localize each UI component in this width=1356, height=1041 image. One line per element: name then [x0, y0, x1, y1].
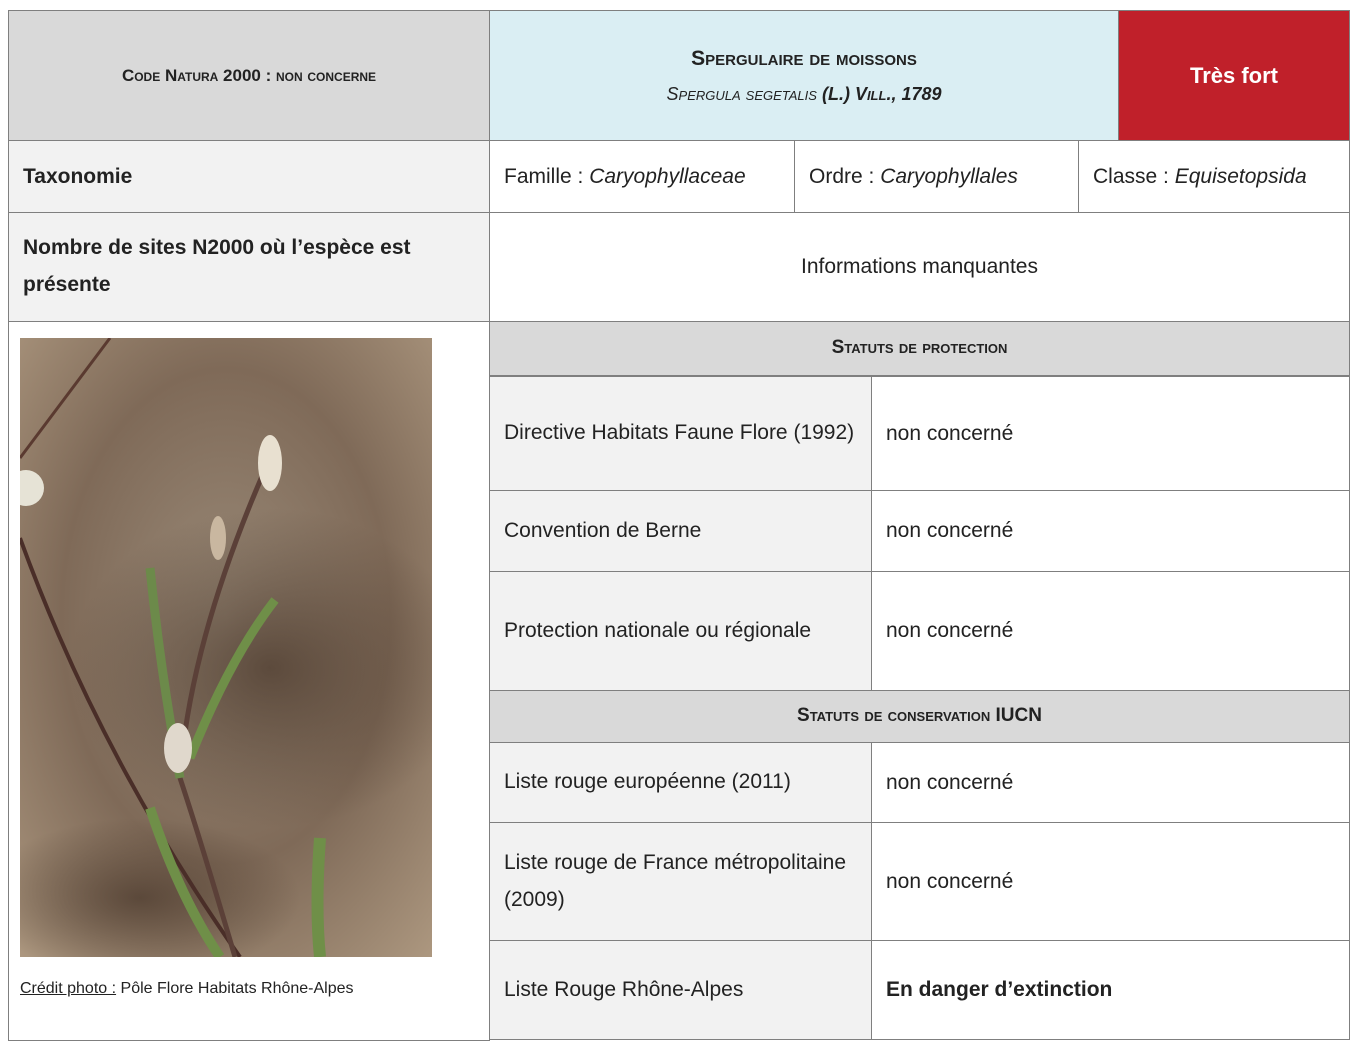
- status-value: non concerné: [871, 376, 1350, 491]
- section-title: Statuts de conservation IUCN: [489, 690, 1350, 743]
- status-label: Directive Habitats Faune Flore (1992): [489, 376, 872, 491]
- code: Code Natura 2000 : non concerne: [121, 65, 377, 85]
- status-value: En danger d’extinction: [871, 940, 1350, 1040]
- label: Ordre :: [809, 164, 875, 188]
- credit: Crédit photo : Pôle Flore Habitats Rhône…: [20, 980, 354, 998]
- scientific-name: Spergula segetalis: [666, 83, 817, 104]
- label: Classe :: [1093, 164, 1169, 188]
- status-value: non concerné: [871, 490, 1350, 572]
- sites-label: Nombre de sites N2000 où l’espèce est pr…: [8, 212, 490, 322]
- authority: (L.) Vill., 1789: [821, 83, 942, 104]
- status-label: Convention de Berne: [489, 490, 872, 572]
- status-label: Liste rouge européenne (2011): [489, 742, 872, 823]
- priority-text: Très fort: [1189, 63, 1279, 88]
- status-label: Liste rouge de France métropolitaine (20…: [489, 822, 872, 941]
- value: Caryophyllaceae: [589, 164, 746, 188]
- photo: [20, 338, 432, 957]
- label: Famille :: [504, 164, 584, 188]
- status-label: Protection nationale ou régionale: [489, 571, 872, 691]
- classe: Classe : Equisetopsida: [1078, 140, 1350, 213]
- value: Caryophyllales: [880, 164, 1018, 188]
- name-cell: Spergulaire de moissons Spergula segetal…: [489, 10, 1119, 141]
- code-cell: Code Natura 2000 : non concerne: [8, 10, 490, 141]
- famille: Famille : Caryophyllaceae: [489, 140, 795, 213]
- page: Code Natura 2000 : non concerne Spergula…: [8, 10, 1350, 1041]
- credit-label: Crédit photo :: [20, 980, 117, 997]
- status-value: non concerné: [871, 571, 1350, 691]
- ordre: Ordre : Caryophyllales: [794, 140, 1079, 213]
- common-name: Spergulaire de moissons: [691, 47, 917, 71]
- value: Equisetopsida: [1174, 164, 1307, 188]
- scientific: Spergula segetalis (L.) Vill., 1789: [667, 81, 942, 108]
- status-value: non concerné: [871, 822, 1350, 941]
- sites-value: Informations manquantes: [489, 212, 1350, 322]
- section-title: Statuts de protection: [489, 321, 1350, 376]
- priority: Très fort: [1118, 10, 1350, 141]
- taxonomy-label: Taxonomie: [8, 140, 490, 213]
- credit-text: Pôle Flore Habitats Rhône-Alpes: [120, 980, 354, 997]
- status-value: non concerné: [871, 742, 1350, 823]
- status-label: Liste Rouge Rhône-Alpes: [489, 940, 872, 1040]
